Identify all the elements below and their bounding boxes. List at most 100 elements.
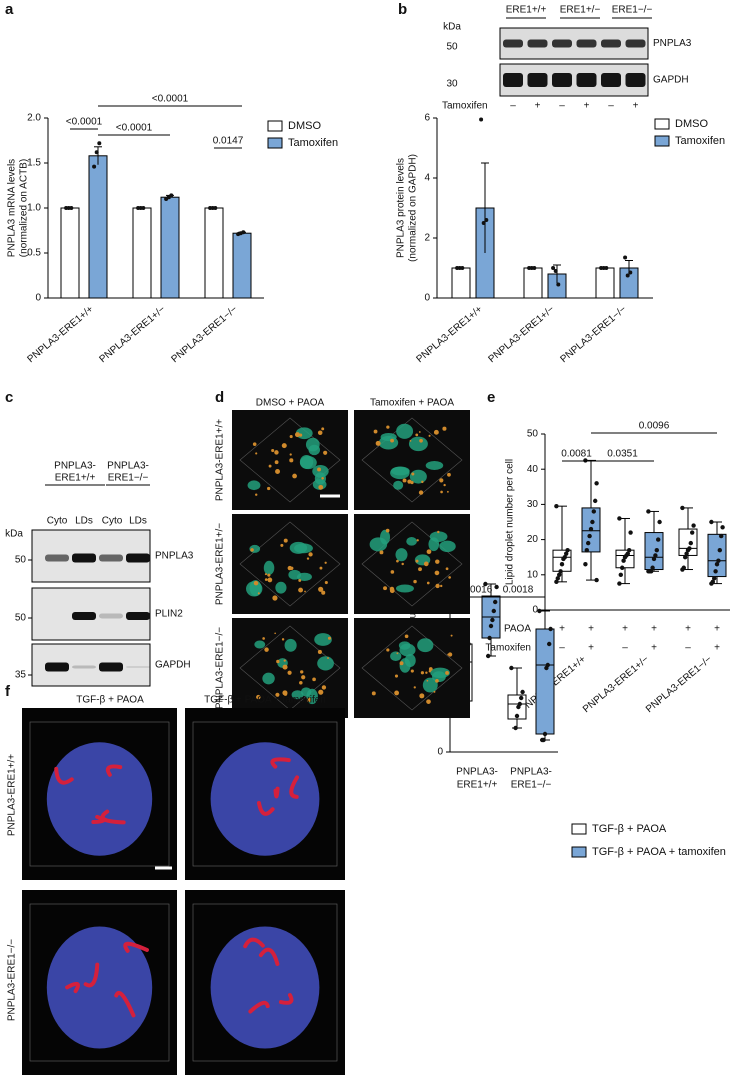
nucleus bbox=[247, 480, 261, 491]
box bbox=[707, 533, 727, 578]
spheroid bbox=[210, 926, 320, 1049]
lipid-droplet bbox=[318, 484, 324, 490]
column-header: Tamoxifen + PAOA bbox=[370, 398, 454, 409]
collagen-signal bbox=[65, 981, 80, 994]
collagen-signal bbox=[278, 993, 294, 1005]
p-value: <0.0001 bbox=[66, 117, 103, 128]
volume-outline bbox=[239, 417, 341, 503]
data-point bbox=[94, 150, 99, 155]
data-point bbox=[591, 509, 596, 514]
nucleus bbox=[294, 543, 313, 554]
x-tick-label: PNPLA3-ERE1+/+ bbox=[415, 304, 485, 365]
y-tick-label: 0.5 bbox=[27, 248, 41, 259]
protein-label: PNPLA3 bbox=[155, 551, 194, 562]
treatment-sign: – bbox=[608, 101, 614, 112]
data-point bbox=[709, 581, 714, 586]
p-value: 0.0351 bbox=[607, 449, 638, 460]
condition-sign: – bbox=[622, 643, 628, 654]
lipid-droplet bbox=[420, 671, 424, 675]
lipid-droplet bbox=[282, 664, 288, 670]
lipid-droplet bbox=[383, 586, 388, 591]
data-point bbox=[620, 565, 625, 570]
treatment-sign: + bbox=[633, 101, 639, 112]
data-point bbox=[617, 581, 622, 586]
blot-band bbox=[576, 73, 597, 87]
lipid-droplet bbox=[327, 657, 329, 659]
lipid-droplet bbox=[283, 692, 288, 696]
blot-band bbox=[126, 612, 150, 620]
lipid-droplet bbox=[415, 559, 419, 563]
collagen-signal bbox=[273, 786, 280, 799]
lipid-droplet bbox=[275, 692, 280, 697]
lipid-droplet bbox=[289, 435, 293, 439]
bar bbox=[88, 155, 108, 299]
data-point bbox=[241, 230, 246, 235]
lipid-droplet bbox=[446, 490, 449, 493]
data-point bbox=[709, 519, 714, 525]
data-point bbox=[680, 505, 685, 511]
lipid-droplet bbox=[321, 685, 327, 690]
lipid-droplet bbox=[435, 678, 439, 683]
lipid-droplet bbox=[317, 467, 321, 472]
data-point bbox=[691, 523, 696, 528]
lipid-droplet bbox=[323, 450, 328, 455]
p-value: <0.0001 bbox=[152, 94, 189, 105]
data-point bbox=[557, 572, 562, 577]
lipid-droplet bbox=[281, 638, 285, 641]
panel-label: b bbox=[398, 1, 407, 18]
lipid-droplet bbox=[371, 691, 376, 696]
lipid-droplet bbox=[264, 578, 268, 581]
data-point bbox=[719, 533, 724, 539]
y-tick-label: 10 bbox=[527, 569, 539, 580]
data-point bbox=[587, 533, 592, 539]
treatment-sign: – bbox=[510, 101, 516, 112]
lipid-droplet bbox=[375, 440, 381, 446]
lipid-droplet bbox=[418, 567, 422, 572]
nucleus bbox=[263, 560, 275, 575]
legend-swatch bbox=[654, 135, 670, 147]
data-point bbox=[683, 555, 688, 560]
nucleus bbox=[395, 584, 414, 593]
lane-label: ERE1+/− bbox=[560, 5, 601, 16]
collagen-signal bbox=[248, 1000, 270, 1014]
data-point bbox=[490, 617, 495, 623]
lipid-droplet bbox=[298, 579, 302, 582]
data-point bbox=[617, 516, 622, 521]
legend-swatch bbox=[571, 846, 587, 858]
nucleus bbox=[429, 531, 448, 542]
collagen-signal bbox=[105, 764, 123, 777]
blot-band bbox=[527, 73, 548, 87]
lipid-droplet bbox=[267, 577, 273, 583]
data-point bbox=[565, 547, 570, 553]
blot-band bbox=[601, 73, 621, 87]
lipid-droplet bbox=[440, 490, 443, 494]
nucleus bbox=[291, 690, 304, 700]
condition-sign: + bbox=[651, 643, 657, 654]
nucleus bbox=[380, 432, 397, 442]
volume-outline bbox=[361, 521, 463, 607]
nucleus bbox=[262, 672, 275, 685]
volume-outline bbox=[239, 521, 341, 607]
lipid-droplet bbox=[435, 583, 440, 589]
y-tick-label: 6 bbox=[424, 113, 430, 124]
lipid-droplet bbox=[318, 586, 324, 592]
data-point bbox=[714, 562, 720, 567]
condition-sign: + bbox=[685, 624, 691, 635]
legend-label: Tamoxifen bbox=[288, 137, 338, 149]
lipid-droplet bbox=[439, 478, 444, 483]
data-point bbox=[509, 665, 514, 671]
unit: kDa bbox=[443, 22, 461, 33]
lipid-droplet bbox=[426, 679, 429, 682]
lipid-droplet bbox=[275, 469, 280, 474]
y-tick-label: 2.0 bbox=[27, 113, 41, 124]
nucleus bbox=[399, 658, 411, 673]
data-point bbox=[588, 526, 594, 532]
data-point bbox=[547, 641, 552, 647]
lipid-droplet bbox=[402, 478, 407, 483]
data-point bbox=[584, 547, 589, 553]
data-point bbox=[716, 558, 721, 563]
collagen-signal bbox=[270, 757, 291, 769]
blot-band bbox=[503, 73, 523, 87]
lipid-droplet bbox=[255, 452, 258, 455]
data-point bbox=[141, 206, 146, 210]
